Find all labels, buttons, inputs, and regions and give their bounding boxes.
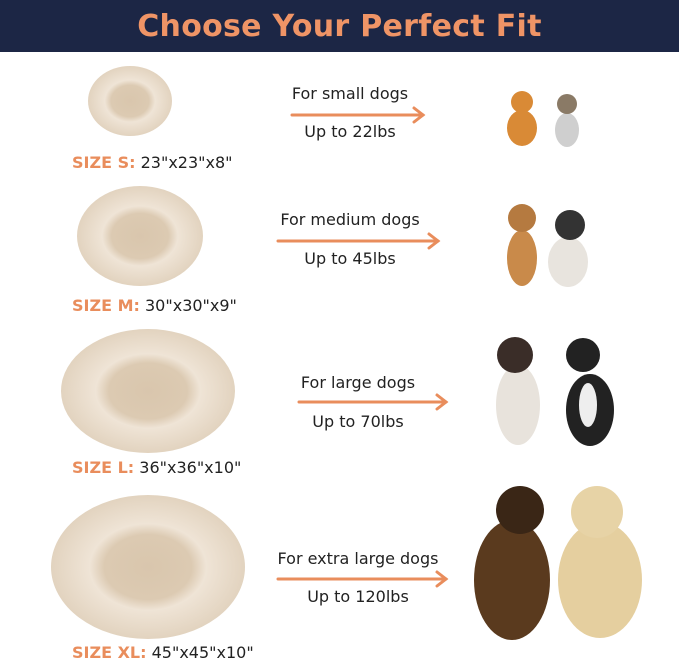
weight-text: Up to 70lbs: [312, 412, 404, 431]
dogs-image-large: [496, 337, 614, 446]
header-banner: Choose Your Perfect Fit: [0, 0, 679, 52]
dog-size-text: For small dogs: [291, 84, 409, 103]
dog-size-text: For large dogs: [300, 373, 416, 392]
dog-size-text: For extra large dogs: [277, 549, 439, 568]
weight-text: Up to 120lbs: [307, 587, 409, 606]
bed-image-s: [88, 66, 172, 136]
size-name: SIZE XL:: [72, 643, 147, 662]
arrow-icon: [290, 106, 426, 124]
dog-size-text: For medium dogs: [280, 210, 420, 229]
page-title: Choose Your Perfect Fit: [137, 8, 542, 44]
size-dimensions: 30"x30"x9": [145, 296, 237, 315]
size-dimensions: 45"x45"x10": [151, 643, 254, 662]
size-name: SIZE L:: [72, 458, 135, 477]
bed-image-xl: [51, 495, 245, 639]
size-dimensions: 36"x36"x10": [139, 458, 242, 477]
arrow-icon: [276, 570, 449, 588]
size-name: SIZE M:: [72, 296, 140, 315]
arrow-icon: [297, 393, 449, 411]
size-label-xl: SIZE XL: 45"x45"x10": [72, 643, 254, 662]
size-label-m: SIZE M: 30"x30"x9": [72, 296, 237, 315]
weight-text: Up to 22lbs: [304, 122, 396, 141]
size-dimensions: 23"x23"x8": [140, 153, 233, 172]
dogs-image-extra-large: [474, 486, 642, 640]
dogs-image-medium: [507, 204, 588, 287]
dogs-image-small: [507, 91, 579, 147]
weight-text: Up to 45lbs: [304, 249, 396, 268]
arrow-icon: [276, 232, 441, 250]
size-label-l: SIZE L: 36"x36"x10": [72, 458, 241, 477]
bed-image-l: [61, 329, 235, 453]
bed-image-m: [77, 186, 203, 286]
size-label-s: SIZE S: 23"x23"x8": [72, 153, 233, 172]
size-name: SIZE S:: [72, 153, 136, 172]
